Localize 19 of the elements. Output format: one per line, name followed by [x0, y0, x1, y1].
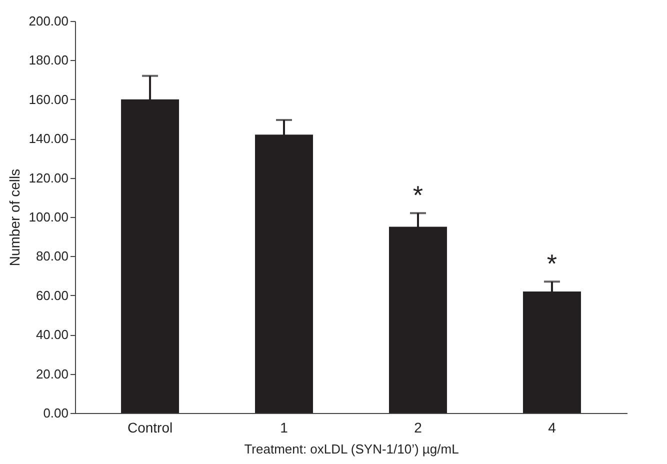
y-tick-label: 200.00	[28, 14, 68, 28]
y-tick-label: 20.00	[36, 366, 68, 382]
y-tick-label: 60.00	[36, 288, 68, 303]
y-tick-label: 40.00	[36, 327, 68, 342]
y-tick-label: 120.00	[28, 170, 68, 186]
y-axis-title: Number of cells	[6, 168, 23, 266]
y-tick-label: 160.00	[28, 92, 68, 107]
x-tick-label: Control	[127, 420, 173, 436]
y-tick-label: 140.00	[28, 131, 68, 146]
x-tick-label: 1	[280, 420, 288, 436]
y-tick-label: 0.00	[43, 406, 68, 420]
x-tick-label: 4	[548, 420, 556, 436]
x-axis-title: Treatment: oxLDL (SYN-1/10’) µg/mL	[244, 442, 459, 456]
y-tick-label: 180.00	[28, 52, 68, 68]
y-tick-label: 80.00	[36, 248, 68, 264]
annotation: *	[412, 180, 424, 210]
annotation: *	[546, 248, 558, 279]
x-tick-label: 2	[414, 420, 422, 436]
y-tick-label: 100.00	[28, 210, 68, 224]
